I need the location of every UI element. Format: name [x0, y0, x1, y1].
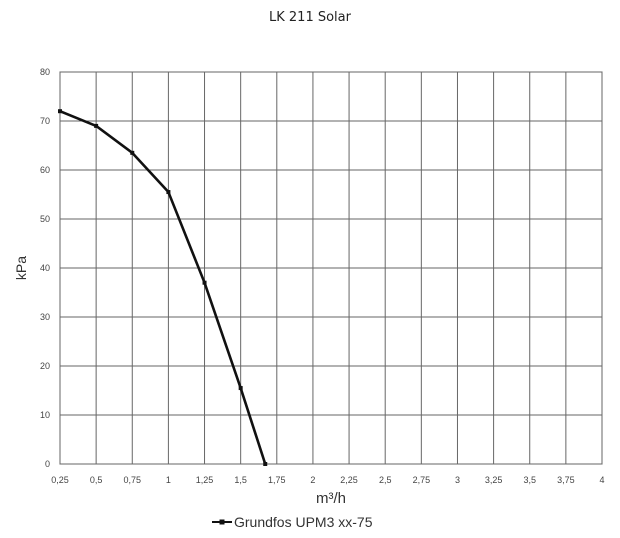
- y-tick-label: 50: [40, 214, 50, 224]
- x-tick-label: 1: [166, 475, 171, 485]
- x-tick-label: 4: [599, 475, 604, 485]
- data-point: [58, 109, 62, 114]
- y-tick-label: 0: [45, 459, 50, 469]
- y-tick-label: 10: [40, 410, 50, 420]
- legend: Grundfos UPM3 xx-75: [212, 514, 373, 530]
- y-tick-label: 70: [40, 116, 50, 126]
- series-layer: [58, 109, 268, 466]
- data-point: [238, 386, 243, 391]
- data-point: [263, 462, 268, 466]
- data-point: [94, 123, 99, 128]
- y-tick-label: 30: [40, 312, 50, 322]
- y-tick-label: 80: [40, 67, 50, 77]
- grid: [59, 71, 603, 465]
- y-tick-label: 60: [40, 165, 50, 175]
- y-tick-labels: 0 10 20 30 40 50 60 70 80: [40, 67, 50, 469]
- legend-label: Grundfos UPM3 xx-75: [234, 514, 373, 530]
- x-tick-label: 2: [310, 475, 315, 485]
- x-tick-label: 2,75: [413, 475, 431, 485]
- x-tick-labels: 0,25 0,5 0,75 1 1,25 1,5 1,75 2 2,25 2,5 2,75 3 3,25…: [51, 475, 604, 485]
- x-tick-label: 0,5: [90, 475, 103, 485]
- x-tick-label: 1,5: [234, 475, 247, 485]
- x-tick-label: 0,75: [124, 475, 142, 485]
- x-tick-label: 3: [455, 475, 460, 485]
- x-tick-label: 3,5: [523, 475, 536, 485]
- data-point: [130, 150, 135, 155]
- y-tick-label: 20: [40, 361, 50, 371]
- chart-title: LK 211 Solar: [269, 10, 351, 25]
- x-tick-label: 1,75: [268, 475, 286, 485]
- x-tick-label: 2,25: [340, 475, 358, 485]
- x-tick-label: 0,25: [51, 475, 69, 485]
- x-tick-label: 3,25: [485, 475, 503, 485]
- x-axis-label: m³/h: [316, 490, 346, 507]
- data-point: [166, 190, 171, 195]
- data-point: [202, 280, 207, 285]
- y-axis-label: kPa: [13, 256, 29, 280]
- y-tick-label: 40: [40, 263, 50, 273]
- legend-marker: [219, 519, 225, 525]
- x-tick-label: 2,5: [379, 475, 392, 485]
- x-tick-label: 3,75: [557, 475, 575, 485]
- x-tick-label: 1,25: [196, 475, 214, 485]
